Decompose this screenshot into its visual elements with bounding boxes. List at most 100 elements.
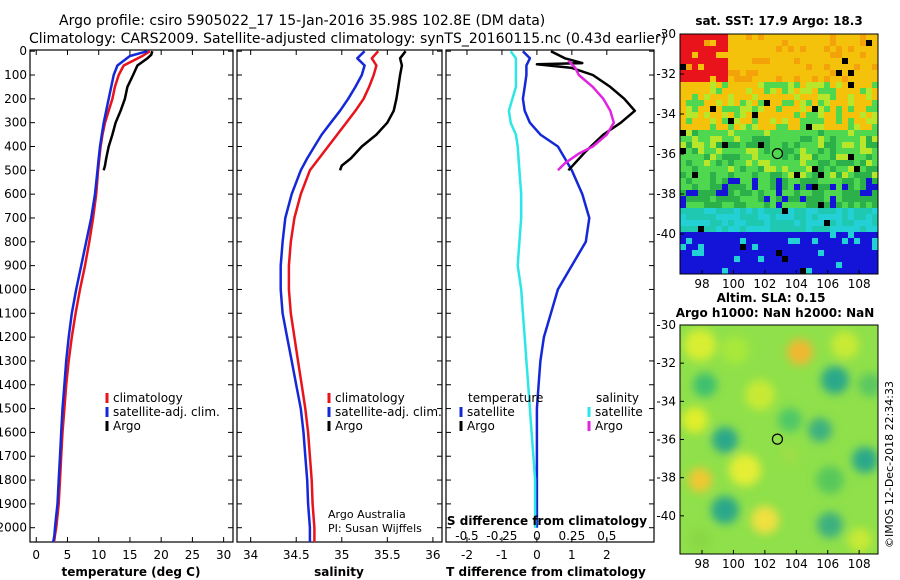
sst-cell xyxy=(680,172,686,178)
sst-cell xyxy=(764,100,770,106)
sst-cell xyxy=(842,184,848,190)
sst-cell xyxy=(848,160,854,166)
sst-cell xyxy=(728,118,734,124)
sst-cell xyxy=(854,94,860,100)
sst-cell xyxy=(740,226,746,232)
difference-panel-frame xyxy=(445,49,655,543)
sst-cell xyxy=(842,118,848,124)
sst-cell xyxy=(824,202,830,208)
sst-cell xyxy=(848,250,854,256)
sst-cell xyxy=(758,190,764,196)
sst-cell xyxy=(776,220,782,226)
sst-cell xyxy=(704,220,710,226)
sst-cell xyxy=(848,136,854,142)
sst-cell xyxy=(740,76,746,82)
sla-background xyxy=(680,325,878,554)
sst-cell xyxy=(734,196,740,202)
sst-cell xyxy=(752,268,758,274)
sst-cell xyxy=(830,238,836,244)
sst-cell xyxy=(776,46,782,52)
sst-cell xyxy=(788,178,794,184)
sst-cell xyxy=(680,40,686,46)
sst-cell xyxy=(710,268,716,274)
y-tick-label: 1500 xyxy=(0,402,27,416)
sst-cell xyxy=(704,244,710,250)
sst-cell xyxy=(704,88,710,94)
sst-cell xyxy=(746,58,752,64)
sst-cell xyxy=(758,202,764,208)
sst-cell xyxy=(698,256,704,262)
sst-cell xyxy=(680,70,686,76)
sst-cell xyxy=(788,82,794,88)
sst-cell xyxy=(722,58,728,64)
sst-cell xyxy=(836,202,842,208)
sst-cell xyxy=(728,130,734,136)
sst-cell xyxy=(704,76,710,82)
sst-cell xyxy=(746,250,752,256)
sst-cell xyxy=(872,58,878,64)
sst-cell xyxy=(692,112,698,118)
sst-cell xyxy=(692,214,698,220)
sst-cell xyxy=(764,232,770,238)
sst-cell xyxy=(734,100,740,106)
sst-cell xyxy=(836,268,842,274)
sst-cell xyxy=(704,82,710,88)
sst-cell xyxy=(722,250,728,256)
sst-cell xyxy=(800,148,806,154)
sst-cell xyxy=(698,232,704,238)
sst-cell xyxy=(758,244,764,250)
sst-cell xyxy=(830,130,836,136)
sst-cell xyxy=(824,124,830,130)
sst-cell xyxy=(806,154,812,160)
sst-cell xyxy=(734,166,740,172)
sst-cell xyxy=(710,118,716,124)
sst-cell xyxy=(716,106,722,112)
sst-cell xyxy=(860,52,866,58)
sst-cell xyxy=(866,256,872,262)
sst-cell xyxy=(848,148,854,154)
sst-cell xyxy=(818,76,824,82)
sst-cell xyxy=(788,214,794,220)
sst-cell xyxy=(692,226,698,232)
sst-cell xyxy=(716,136,722,142)
sst-cell xyxy=(686,202,692,208)
sst-map-axes: 98 100 102 104 106 108 -30 -32 -34 -36 -38 -40 xyxy=(656,27,870,291)
sst-cell xyxy=(872,70,878,76)
sst-cell xyxy=(704,250,710,256)
sst-cell xyxy=(746,82,752,88)
sst-cell xyxy=(860,208,866,214)
sst-cell xyxy=(824,268,830,274)
sst-cell xyxy=(740,130,746,136)
sst-cell xyxy=(722,64,728,70)
sst-cell xyxy=(842,226,848,232)
sst-cell xyxy=(872,142,878,148)
sst-cell xyxy=(716,130,722,136)
sst-cell xyxy=(788,268,794,274)
sst-cell xyxy=(746,148,752,154)
sst-cell xyxy=(698,196,704,202)
sst-cell xyxy=(776,130,782,136)
sst-cell xyxy=(680,106,686,112)
sst-cell xyxy=(716,262,722,268)
sst-cell xyxy=(692,70,698,76)
legend-header-salinity: salinity xyxy=(596,391,639,405)
sst-cell xyxy=(794,148,800,154)
legend-label-climatology: climatology xyxy=(113,391,183,405)
sst-cell xyxy=(848,214,854,220)
sst-cell xyxy=(704,154,710,160)
legend-label-climatology: climatology xyxy=(335,391,405,405)
sst-cell xyxy=(794,172,800,178)
sst-cell xyxy=(680,52,686,58)
sst-cell xyxy=(680,220,686,226)
sst-cell xyxy=(776,268,782,274)
sst-cell xyxy=(860,220,866,226)
sst-cell xyxy=(752,196,758,202)
sst-cell xyxy=(758,250,764,256)
sst-cell xyxy=(860,196,866,202)
sst-cell xyxy=(716,142,722,148)
sst-cell xyxy=(812,238,818,244)
sst-cell xyxy=(806,208,812,214)
sst-cell xyxy=(824,178,830,184)
sst-cell xyxy=(788,46,794,52)
sst-cell xyxy=(872,88,878,94)
